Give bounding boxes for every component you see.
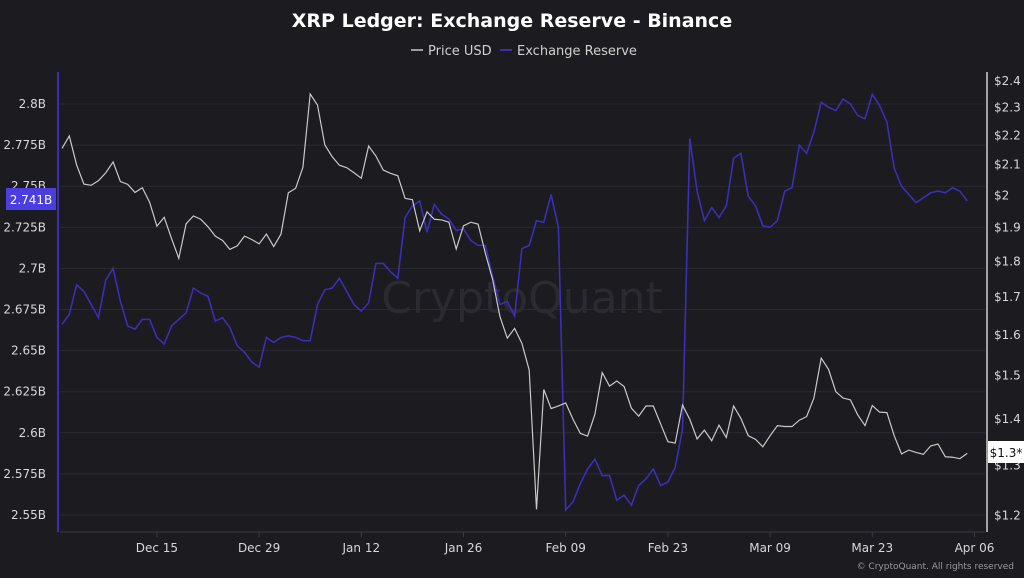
right-tick-label: $1.7 [994, 290, 1021, 304]
right-tick-label: $2.4 [994, 74, 1021, 88]
x-tick-label: Jan 12 [342, 541, 381, 555]
right-tick-label: $1.4 [994, 412, 1021, 426]
left-tick-label: 2.725B [3, 220, 46, 234]
legend[interactable]: Price USD Exchange Reserve [411, 44, 637, 59]
left-tick-label: 2.775B [3, 138, 46, 152]
x-axis: Dec 15 Dec 29 Jan 12 Jan 26 Feb 09 Feb 23 Mar … [136, 532, 995, 555]
left-tick-label: 2.8B [19, 97, 46, 111]
left-current-value-bg [6, 188, 56, 210]
watermark: CryptoQuant [381, 273, 663, 324]
left-tick-label: 2.65B [11, 344, 46, 358]
left-tick-label: 2.675B [3, 303, 46, 317]
x-tick-label: Dec 29 [238, 541, 280, 555]
right-tick-label: $1.6 [994, 328, 1021, 342]
x-tick-label: Feb 09 [546, 541, 586, 555]
left-tick-label: 2.7B [19, 261, 46, 275]
left-tick-label: 2.6B [19, 426, 46, 440]
x-tick-label: Dec 15 [136, 541, 178, 555]
left-tick-label: 2.575B [3, 467, 46, 481]
legend-price[interactable]: Price USD [428, 44, 492, 59]
chart-title: XRP Ledger: Exchange Reserve - Binance [292, 10, 732, 32]
right-axis: $1.2$1.3$1.4$1.5$1.6$1.7$1.8$1.9$2$2.1$2… [994, 74, 1021, 523]
x-tick-label: Jan 26 [444, 541, 483, 555]
x-tick-label: Mar 09 [749, 541, 791, 555]
right-tick-label: $2.1 [994, 158, 1021, 172]
series-exchange-reserve[interactable] [61, 92, 968, 513]
right-tick-label: $1.2 [994, 509, 1021, 523]
x-tick-label: Mar 23 [851, 541, 893, 555]
x-tick-label: Apr 06 [955, 541, 995, 555]
left-axis: 2.55B 2.575B 2.6B 2.625B 2.65B 2.675B 2.7B 2.72… [3, 97, 46, 522]
left-current-value-label: 2.741B [10, 193, 53, 207]
right-current-value-bg [988, 441, 1024, 463]
x-tick-label: Feb 23 [648, 541, 688, 555]
gridlines [60, 103, 985, 516]
right-tick-label: $2.3 [994, 101, 1021, 115]
right-current-value-label: $1.3* [990, 446, 1023, 460]
right-tick-label: $1.9 [994, 220, 1021, 234]
left-current-value: 2.741B [6, 188, 56, 210]
copyright-footer: © CryptoQuant. All rights reserved [857, 562, 1014, 572]
right-tick-label: $1.8 [994, 254, 1021, 268]
right-current-value: $1.3* [988, 441, 1024, 463]
left-tick-label: 2.625B [3, 385, 46, 399]
series-price-usd[interactable] [61, 92, 968, 510]
right-tick-label: $2 [994, 188, 1009, 202]
right-tick-label: $2.2 [994, 129, 1021, 143]
legend-reserve[interactable]: Exchange Reserve [517, 44, 637, 59]
left-tick-label: 2.55B [11, 508, 46, 522]
right-tick-label: $1.5 [994, 369, 1021, 383]
